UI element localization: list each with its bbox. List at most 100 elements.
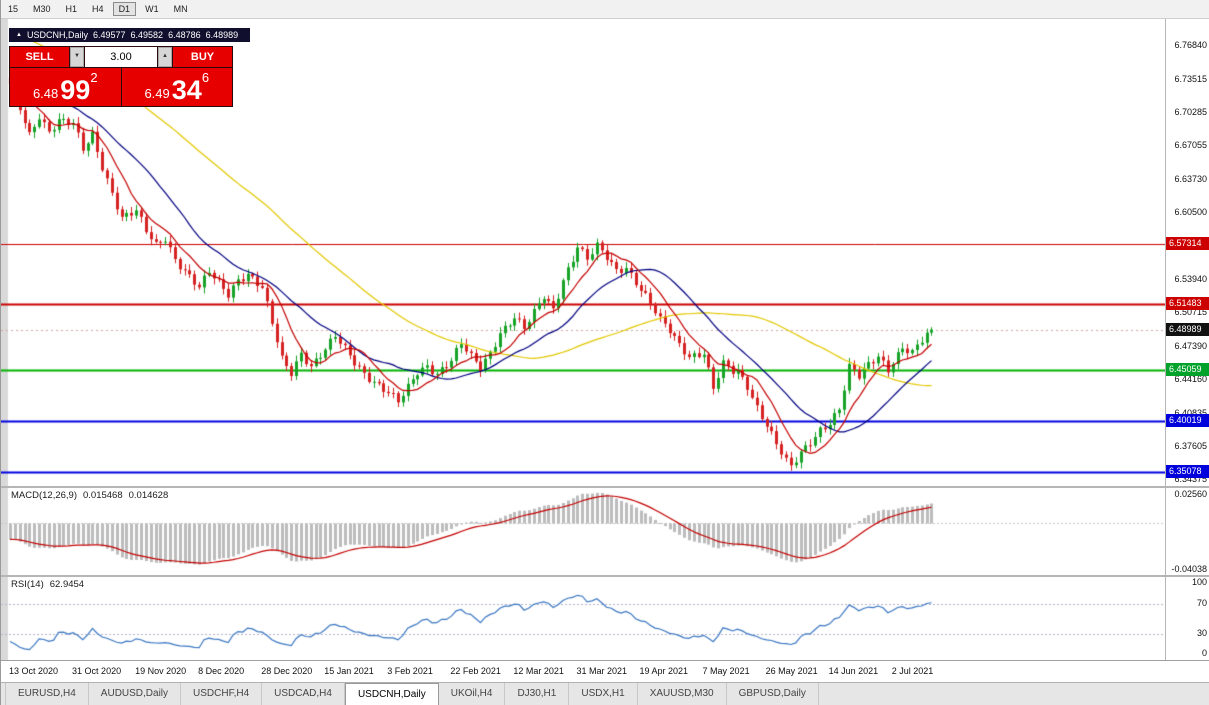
symbol-tab-usdx[interactable]: USDX,H1 xyxy=(569,683,638,705)
macd-main-value: 0.015468 xyxy=(83,490,123,501)
chart-symbol-label: USDCNH,Daily xyxy=(26,30,88,40)
chart-title-arrow-icon: ▲ xyxy=(16,32,22,38)
date-label: 2 Jul 2021 xyxy=(891,666,934,676)
sell-button[interactable]: SELL xyxy=(10,47,69,67)
rsi-axis-0-label: 0 xyxy=(1201,648,1207,658)
date-label: 13 Oct 2020 xyxy=(9,666,59,676)
date-label: 28 Dec 2020 xyxy=(261,666,313,676)
macd-axis: 0.02560 -0.04038 xyxy=(1165,488,1209,575)
rsi-axis-70-label: 70 xyxy=(1196,598,1207,608)
price-tick-label: 6.34375 xyxy=(1174,473,1207,484)
macd-indicator-name: MACD(12,26,9) xyxy=(11,490,77,501)
symbol-tab-usdcad[interactable]: USDCAD,H4 xyxy=(262,683,345,705)
pane-splitter[interactable] xyxy=(1,486,1209,488)
price-tick-label: 6.70285 xyxy=(1174,106,1207,117)
macd-pane: MACD(12,26,9) 0.015468 0.014628 0.02560 -0… xyxy=(1,488,1209,575)
current-price-badge: 6.48989 xyxy=(1166,323,1209,336)
period-button-mn[interactable]: MN xyxy=(173,4,188,14)
price-tick-label: 6.37605 xyxy=(1174,440,1207,451)
buy-button[interactable]: BUY xyxy=(173,47,232,67)
rsi-pane: RSI(14) 62.9454 100 70 30 0 xyxy=(1,577,1209,660)
date-label: 26 May 2021 xyxy=(765,666,818,676)
one-click-trading-panel: SELL ▼ 3.00 ▲ BUY 6.48 99 2 6.49 34 6 xyxy=(9,46,233,107)
chart-low-value: 6.48786 xyxy=(168,30,201,40)
up-arrow-icon: ▲ xyxy=(162,53,168,59)
symbol-tab-gbpusd[interactable]: GBPUSD,Daily xyxy=(727,683,819,705)
rsi-axis: 100 70 30 0 xyxy=(1165,577,1209,660)
symbol-tab-ukoil[interactable]: UKOil,H4 xyxy=(439,683,506,705)
chart-close-value: 6.48989 xyxy=(205,30,239,40)
macd-label: MACD(12,26,9) 0.015468 0.014628 xyxy=(11,490,174,501)
support-badge-blue-2: 6.35078 xyxy=(1166,465,1209,478)
period-button-m30[interactable]: M30 xyxy=(33,4,51,14)
date-label: 14 Jun 2021 xyxy=(828,666,879,676)
chart-open-value: 6.49577 xyxy=(92,30,126,40)
date-label: 15 Jan 2021 xyxy=(324,666,374,676)
support-badge-blue-1: 6.40019 xyxy=(1166,414,1209,427)
sell-price-sup: 2 xyxy=(90,70,98,85)
resistance-badge-2: 6.51483 xyxy=(1166,297,1209,310)
date-label: 22 Feb 2021 xyxy=(450,666,501,676)
sell-price-big: 99 xyxy=(60,75,91,105)
symbol-tabbar: EURUSD,H4 AUDUSD,Daily USDCHF,H4 USDCAD,H4 U… xyxy=(1,682,1209,705)
buy-price-display[interactable]: 6.49 34 6 xyxy=(121,68,232,106)
period-button-h1[interactable]: H1 xyxy=(65,4,78,14)
price-tick-label: 6.44160 xyxy=(1174,373,1207,384)
date-label: 19 Apr 2021 xyxy=(639,666,689,676)
sell-price-display[interactable]: 6.48 99 2 xyxy=(10,68,121,106)
price-tick-label: 6.63730 xyxy=(1174,173,1207,184)
price-tick-label: 6.76840 xyxy=(1174,39,1207,50)
symbol-tab-usdchf[interactable]: USDCHF,H4 xyxy=(181,683,263,705)
rsi-axis-100-label: 100 xyxy=(1191,577,1207,587)
buy-price-prefix: 6.49 xyxy=(144,86,170,101)
resistance-badge-1: 6.57314 xyxy=(1166,237,1209,250)
macd-canvas[interactable] xyxy=(1,488,1166,575)
rsi-label: RSI(14) 62.9454 xyxy=(11,579,90,590)
rsi-value: 62.9454 xyxy=(49,579,85,590)
period-button-15[interactable]: 15 xyxy=(8,4,19,14)
volume-up-button[interactable]: ▲ xyxy=(158,47,172,67)
rsi-canvas[interactable] xyxy=(1,577,1166,660)
price-chart-pane: 6.76840 6.73515 6.70285 6.67055 6.63730 6.605… xyxy=(1,19,1209,486)
date-label: 31 Oct 2020 xyxy=(72,666,122,676)
macd-signal-value: 0.014628 xyxy=(128,490,169,501)
symbol-tab-audusd[interactable]: AUDUSD,Daily xyxy=(89,683,182,705)
period-button-d1[interactable]: D1 xyxy=(112,2,137,16)
price-tick-label: 6.40835 xyxy=(1174,407,1207,418)
symbol-tab-xauusd[interactable]: XAUUSD,M30 xyxy=(638,683,727,705)
support-badge-green: 6.45059 xyxy=(1166,363,1209,376)
period-button-w1[interactable]: W1 xyxy=(145,4,159,14)
symbol-tab-dj30[interactable]: DJ30,H1 xyxy=(505,683,570,705)
down-arrow-icon: ▼ xyxy=(74,53,80,59)
chart-high-value: 6.49582 xyxy=(130,30,164,40)
buy-price-big: 34 xyxy=(171,75,202,105)
price-axis[interactable]: 6.76840 6.73515 6.70285 6.67055 6.63730 6.605… xyxy=(1165,19,1209,486)
chart-title-bar: ▲ USDCNH,Daily 6.49577 6.49582 6.48786 6… xyxy=(9,28,251,42)
pane-splitter[interactable] xyxy=(1,575,1209,577)
volume-input[interactable]: 3.00 xyxy=(85,47,157,67)
trade-prices-row: 6.48 99 2 6.49 34 6 xyxy=(10,68,232,106)
date-label: 31 Mar 2021 xyxy=(576,666,627,676)
price-tick-label: 6.73515 xyxy=(1174,73,1207,84)
price-tick-label: 6.53940 xyxy=(1174,273,1207,284)
date-label: 8 Dec 2020 xyxy=(198,666,245,676)
macd-axis-bottom-label: -0.04038 xyxy=(1171,564,1207,574)
sell-price-prefix: 6.48 xyxy=(32,86,59,101)
price-tick-label: 6.47390 xyxy=(1174,340,1207,351)
trade-controls-row: SELL ▼ 3.00 ▲ BUY xyxy=(10,47,232,67)
symbol-tab-eurusd[interactable]: EURUSD,H4 xyxy=(5,683,89,705)
date-axis[interactable]: 13 Oct 2020 31 Oct 2020 19 Nov 2020 8 Dec 2… xyxy=(1,660,1209,682)
date-label: 19 Nov 2020 xyxy=(135,666,187,676)
date-label: 12 Mar 2021 xyxy=(513,666,564,676)
volume-value: 3.00 xyxy=(110,51,132,63)
volume-down-button[interactable]: ▼ xyxy=(70,47,84,67)
symbol-tab-usdcnh[interactable]: USDCNH,Daily xyxy=(344,683,439,705)
period-button-h4[interactable]: H4 xyxy=(92,4,104,14)
price-tick-label: 6.60500 xyxy=(1174,206,1207,217)
rsi-indicator-name: RSI(14) xyxy=(11,579,44,590)
macd-axis-top-label: 0.02560 xyxy=(1174,489,1207,499)
buy-price-sup: 6 xyxy=(201,70,210,85)
period-toolbar: 15 M30 H1 H4 D1 W1 MN xyxy=(1,0,1209,19)
rsi-axis-30-label: 30 xyxy=(1196,628,1207,638)
